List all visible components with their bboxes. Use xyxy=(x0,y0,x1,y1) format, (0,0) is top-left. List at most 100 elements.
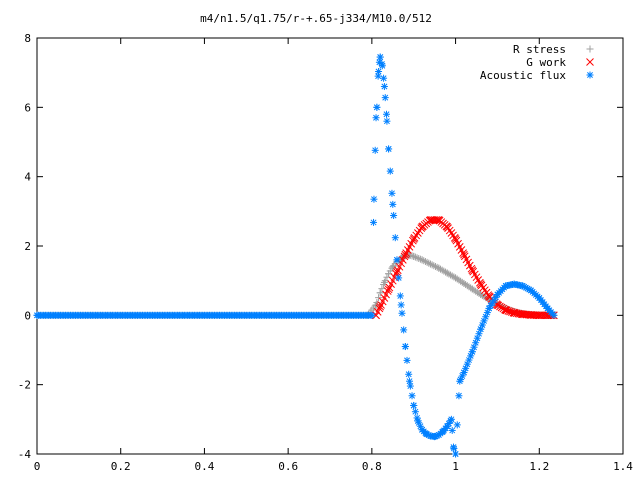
data-marks xyxy=(33,53,558,458)
data-point xyxy=(456,377,464,385)
data-point xyxy=(447,229,456,237)
data-point xyxy=(430,262,438,270)
data-point xyxy=(468,285,476,293)
data-point xyxy=(481,286,489,295)
x-tick-label: 1 xyxy=(452,460,459,473)
data-point xyxy=(485,292,493,301)
data-point xyxy=(502,282,510,290)
data-point xyxy=(439,427,447,435)
data-point xyxy=(482,288,491,297)
data-point xyxy=(383,110,391,118)
data-point xyxy=(415,254,423,262)
x-tick-label: 0.6 xyxy=(278,460,298,473)
data-point xyxy=(395,274,403,282)
data-point xyxy=(479,283,488,292)
legend-marker xyxy=(586,45,594,53)
legend-label: G work xyxy=(526,56,566,69)
data-point xyxy=(468,266,477,275)
data-point xyxy=(413,254,421,262)
data-point xyxy=(435,431,443,439)
x-tick-label: 1.4 xyxy=(613,460,633,473)
data-point xyxy=(410,401,418,409)
data-point xyxy=(398,309,406,317)
data-point xyxy=(418,223,426,231)
data-point xyxy=(510,280,518,288)
data-point xyxy=(443,269,451,277)
legend-marker xyxy=(586,58,594,66)
data-point xyxy=(518,310,527,319)
y-tick-label: 2 xyxy=(24,240,31,253)
data-point xyxy=(423,258,431,266)
data-point xyxy=(378,62,386,70)
data-point xyxy=(368,311,376,319)
data-point xyxy=(453,421,461,429)
legend-label: R stress xyxy=(513,43,566,56)
data-point xyxy=(406,382,414,390)
data-point xyxy=(477,291,485,299)
x-tick-label: 0.2 xyxy=(111,460,131,473)
data-point xyxy=(391,234,399,242)
data-point xyxy=(426,260,434,268)
data-point xyxy=(400,326,408,334)
data-point xyxy=(389,263,397,271)
data-point xyxy=(411,253,419,261)
x-tick-label: 1.2 xyxy=(529,460,549,473)
data-point xyxy=(434,216,442,224)
x-tick-label: 0.4 xyxy=(194,460,214,473)
data-point xyxy=(370,218,378,226)
data-point xyxy=(380,278,388,286)
data-point xyxy=(493,291,501,299)
data-point xyxy=(452,450,460,458)
data-point xyxy=(460,369,468,377)
data-point xyxy=(380,83,388,91)
series-g-work xyxy=(372,216,558,320)
data-point xyxy=(388,189,396,197)
x-tick-label: 0 xyxy=(34,460,41,473)
data-point xyxy=(375,294,383,302)
data-point xyxy=(410,252,418,260)
data-point xyxy=(435,264,443,272)
data-point xyxy=(380,74,388,82)
x-tick-label: 0.8 xyxy=(362,460,382,473)
data-point xyxy=(443,223,452,231)
data-point xyxy=(385,145,393,153)
data-point xyxy=(428,261,436,269)
y-tick-label: 4 xyxy=(24,171,31,184)
data-point xyxy=(443,422,451,430)
data-point xyxy=(408,392,416,400)
data-point xyxy=(535,294,543,302)
data-point xyxy=(449,443,457,451)
legend-marker xyxy=(586,71,594,79)
chart-title: m4/n1.5/q1.75/r-+.65-j334/M10.0/512 xyxy=(200,12,432,25)
data-point xyxy=(370,195,378,203)
data-point xyxy=(401,343,409,351)
data-point xyxy=(431,263,439,271)
data-point xyxy=(451,235,460,243)
data-point xyxy=(501,306,510,314)
y-tick-label: -2 xyxy=(18,379,31,392)
plot-frame xyxy=(36,37,624,455)
data-point xyxy=(535,311,544,320)
data-point xyxy=(460,279,468,287)
data-point xyxy=(455,392,463,400)
data-point xyxy=(544,304,552,312)
data-point xyxy=(371,146,379,154)
data-point xyxy=(416,255,424,263)
data-point xyxy=(448,426,456,434)
legend-label: Acoustic flux xyxy=(480,69,566,82)
data-point xyxy=(434,216,443,224)
data-point xyxy=(463,360,471,368)
data-point xyxy=(519,282,527,290)
data-point xyxy=(485,304,493,312)
data-point xyxy=(550,311,558,319)
data-point xyxy=(376,53,384,61)
data-point xyxy=(378,285,386,293)
data-point xyxy=(393,268,401,276)
data-point xyxy=(418,426,426,434)
data-point xyxy=(477,325,485,333)
data-point xyxy=(476,280,485,288)
series-r-stress xyxy=(33,251,558,319)
data-point xyxy=(468,348,476,356)
data-point xyxy=(393,256,401,264)
